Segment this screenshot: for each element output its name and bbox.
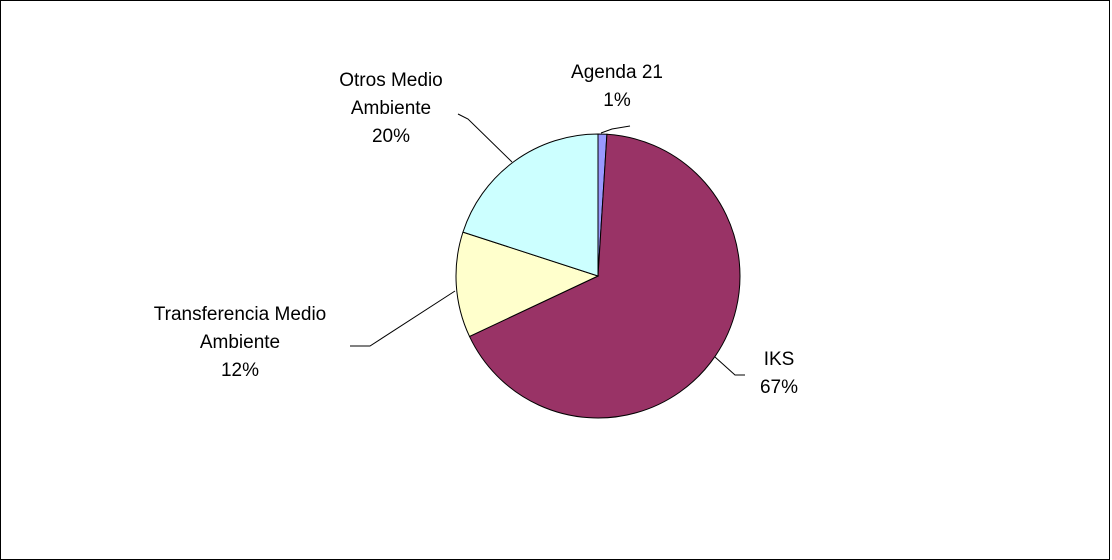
pie-slice-2	[455, 231, 600, 338]
leader-lines	[350, 113, 745, 376]
slice-category-label-0: Agenda 21	[571, 62, 663, 83]
slice-category-label-3: Otros Medio	[339, 70, 442, 91]
slice-percent-label-0: 1%	[603, 90, 631, 111]
leader-line-3	[457, 113, 513, 163]
slice-percent-label-2: 12%	[221, 360, 259, 381]
slice-category-label-2: Transferencia Medio	[154, 304, 326, 325]
pie-slices	[455, 133, 741, 419]
pie-slice-1	[468, 133, 741, 419]
slice-category-label-3: Ambiente	[351, 98, 431, 119]
slice-labels: Agenda 21 1% IKS 67% Transferencia Medio Ambi…	[154, 62, 798, 398]
pie-chart: Agenda 21 1% IKS 67% Transferencia Medio Ambi…	[154, 62, 798, 419]
leader-line-0	[600, 125, 631, 134]
pie-slice-3	[462, 133, 599, 277]
slice-category-label-2: Ambiente	[200, 332, 280, 353]
slice-category-label-1: IKS	[764, 349, 795, 370]
leader-line-1	[714, 356, 745, 376]
leader-line-2	[350, 290, 456, 347]
slice-percent-label-1: 67%	[760, 377, 798, 398]
slice-percent-label-3: 20%	[372, 126, 410, 147]
